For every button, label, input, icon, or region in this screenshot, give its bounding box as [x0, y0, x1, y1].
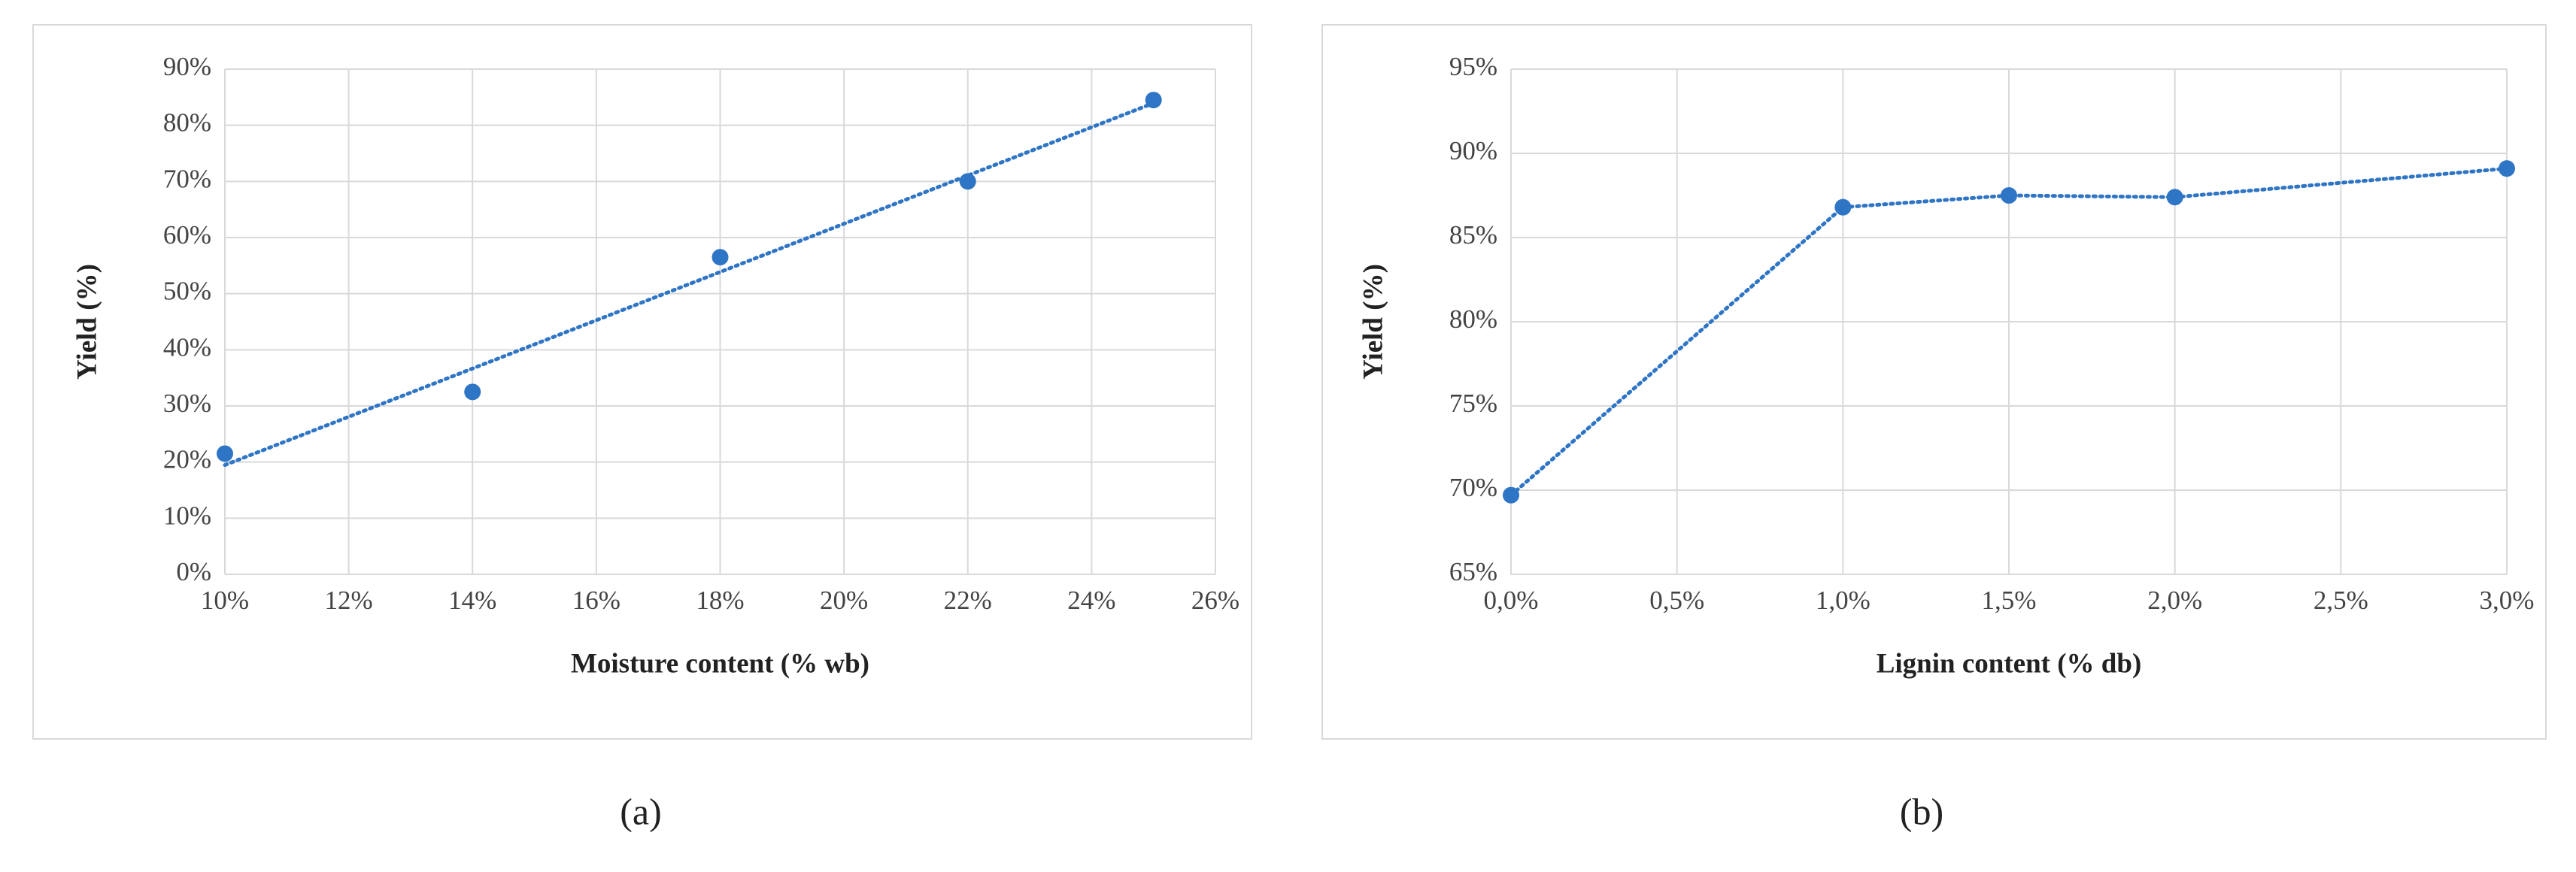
- data-point: [1834, 198, 1852, 216]
- y-tick-label: 10%: [163, 501, 211, 530]
- y-axis-title: Yield (%): [1358, 264, 1388, 380]
- y-tick-label: 50%: [163, 277, 211, 306]
- y-tick-label: 95%: [1449, 52, 1497, 81]
- x-tick-label: 14%: [448, 586, 496, 615]
- x-tick-label: 1,5%: [1982, 586, 2037, 615]
- data-point: [1145, 92, 1162, 109]
- data-point: [959, 173, 976, 190]
- x-tick-label: 0,0%: [1484, 586, 1539, 615]
- x-tick-label: 12%: [325, 586, 373, 615]
- caption: (a): [620, 790, 662, 832]
- x-tick-label: 3,0%: [2480, 586, 2535, 615]
- x-tick-label: 16%: [572, 586, 620, 615]
- y-tick-label: 90%: [163, 52, 211, 81]
- x-tick-label: 1,0%: [1816, 586, 1871, 615]
- y-tick-label: 80%: [163, 108, 211, 138]
- chart-frame: [32, 24, 1252, 740]
- x-tick-label: 18%: [696, 586, 744, 615]
- data-point: [1503, 486, 1519, 504]
- x-tick-label: 0,5%: [1649, 586, 1704, 615]
- x-tick-label: 20%: [820, 586, 868, 615]
- trendline: [223, 101, 1156, 468]
- y-tick-label: 75%: [1449, 389, 1497, 418]
- x-tick-label: 26%: [1191, 586, 1239, 615]
- y-tick-label: 0%: [176, 557, 211, 586]
- y-axis-title: Yield (%): [71, 264, 102, 380]
- chart-frame: [1321, 24, 2547, 740]
- x-tick-label: 2,0%: [2147, 586, 2202, 615]
- x-tick-label: 2,5%: [2314, 586, 2368, 615]
- y-tick-label: 60%: [163, 220, 211, 250]
- data-point: [2001, 187, 2017, 204]
- y-tick-label: 30%: [163, 389, 211, 418]
- data-point: [464, 383, 481, 401]
- data-point: [217, 445, 233, 462]
- x-axis-title: Moisture content (% wb): [571, 648, 869, 679]
- y-tick-label: 40%: [163, 332, 211, 362]
- y-tick-label: 90%: [1449, 136, 1497, 165]
- y-tick-label: 70%: [163, 164, 211, 193]
- data-point: [2166, 189, 2183, 206]
- y-tick-label: 20%: [163, 445, 211, 474]
- x-tick-label: 22%: [944, 586, 992, 615]
- y-tick-label: 80%: [1449, 304, 1497, 334]
- data-point: [712, 249, 729, 266]
- y-tick-label: 65%: [1449, 557, 1497, 586]
- x-tick-label: 24%: [1067, 586, 1115, 615]
- x-axis-title: Lignin content (% db): [1877, 648, 2142, 679]
- data-point: [2499, 160, 2515, 177]
- y-tick-label: 70%: [1449, 473, 1497, 502]
- caption: (b): [1900, 790, 1943, 832]
- y-tick-label: 85%: [1449, 220, 1497, 250]
- x-tick-label: 10%: [201, 586, 249, 615]
